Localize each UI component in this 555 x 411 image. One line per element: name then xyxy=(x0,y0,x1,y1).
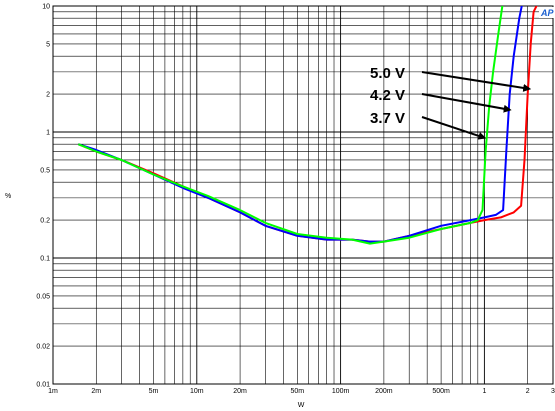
x-tick-label: 2m xyxy=(91,388,101,395)
x-tick-label: 1 xyxy=(482,388,486,395)
y-tick-label: 0.05 xyxy=(36,293,50,300)
annotation-arrow xyxy=(421,93,512,113)
ap-logo-text: AP xyxy=(540,8,554,18)
x-tick-label: 200m xyxy=(375,388,393,395)
plot-frame xyxy=(52,5,554,385)
x-tick-label: 10m xyxy=(190,388,204,395)
annotation-label: 4.2 V xyxy=(370,87,405,104)
y-tick-labels: 0.01 0.02 0.05 0.1 0.2 0.5 1 2 5 10 xyxy=(36,4,50,389)
annotation-arrow xyxy=(421,116,487,140)
x-tick-label: 100m xyxy=(332,388,350,395)
annotation-label: 3.7 V xyxy=(370,110,405,127)
y-tick-label: 2 xyxy=(46,92,50,99)
y-axis-label: % xyxy=(5,193,11,200)
y-tick-label: 1 xyxy=(46,130,50,137)
series-layer xyxy=(77,6,538,245)
annotations: 5.0 V 4.2 V 3.7 V xyxy=(370,65,532,140)
y-tick-label: 0.2 xyxy=(40,218,50,225)
x-tick-label: 50m xyxy=(290,388,304,395)
y-tick-label: 0.5 xyxy=(40,167,50,174)
x-tick-label: 5m xyxy=(149,388,159,395)
y-tick-label: 0.01 xyxy=(36,382,50,389)
y-tick-label: 0.1 xyxy=(40,256,50,263)
y-tick-label: 0.02 xyxy=(36,344,50,351)
x-tick-label: 3 xyxy=(551,388,555,395)
x-tick-label: 500m xyxy=(432,388,450,395)
x-tick-label: 20m xyxy=(233,388,247,395)
x-tick-label: 2 xyxy=(526,388,530,395)
y-tick-label: 5 xyxy=(46,41,50,48)
series-line-3-7-v xyxy=(77,6,504,245)
annotation-label: 5.0 V xyxy=(370,65,405,82)
y-tick-label: 10 xyxy=(42,4,50,11)
annotation-arrow xyxy=(421,71,532,92)
x-tick-labels: 1m 2m 5m 10m 20m 50m 100m 200m 500m 1 2 3 xyxy=(48,388,555,395)
x-axis-label: W xyxy=(298,402,305,409)
ap-logo: AP xyxy=(539,7,554,18)
x-tick-label: 1m xyxy=(48,388,58,395)
